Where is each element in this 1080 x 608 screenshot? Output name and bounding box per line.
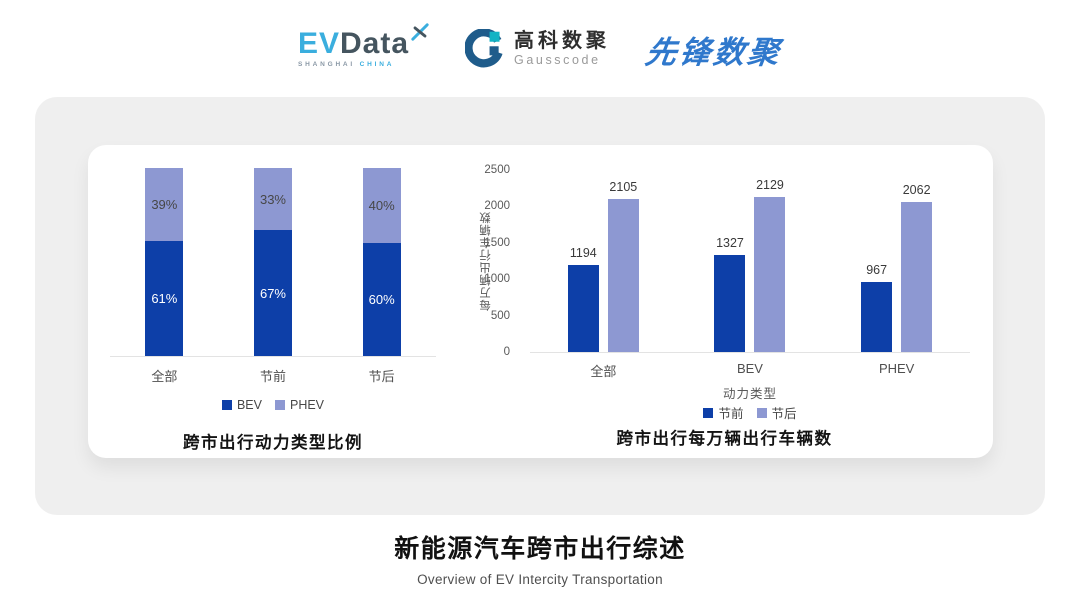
grouped-chart-title: 跨市出行每万辆出行车辆数 xyxy=(616,430,833,448)
bar-value-label: 967 xyxy=(866,262,888,277)
bar: 2129 xyxy=(754,170,786,352)
evdata-x-icon xyxy=(411,23,429,41)
legend-label: PHEV xyxy=(289,398,325,412)
bar: 1194 xyxy=(567,170,599,352)
grouped-legend: 节前 节后 xyxy=(530,403,970,422)
stacked-legend: BEV PHEV xyxy=(110,398,436,412)
pioneer-logo: 先锋数聚 xyxy=(643,34,785,70)
bar: 1327 xyxy=(714,170,746,352)
stacked-bar-chart: 39% 61% 33% 67% 40% 60% 全部 节前 节后 BEV PHEV 跨市出行动力… xyxy=(88,145,456,458)
evdata-ev-text: EV xyxy=(297,27,340,61)
bar-group: 1327 2129 xyxy=(714,170,786,352)
bar: 2062 xyxy=(901,170,933,352)
bar-group: 1194 2105 xyxy=(567,170,639,352)
category-label: 节前 xyxy=(259,369,286,384)
bar-group: 967 2062 xyxy=(861,170,933,352)
evdata-subtitle: SHANGHAI CHINA xyxy=(298,62,429,69)
gausscode-cn-text: 高科数聚 xyxy=(514,29,611,52)
stacked-bar: 33% 67% xyxy=(253,168,292,356)
stacked-plot-area: 39% 61% 33% 67% 40% 60% xyxy=(110,168,436,357)
bev-segment: 61% xyxy=(145,241,184,356)
stacked-chart-title: 跨市出行动力类型比例 xyxy=(183,434,363,452)
phev-segment: 40% xyxy=(362,168,401,244)
legend-item: 节后 xyxy=(756,403,797,422)
evdata-china-text: CHINA xyxy=(359,61,395,69)
evdata-logo: EV Data SHANGHAI CHINA xyxy=(297,23,429,69)
legend-item: PHEV xyxy=(274,398,325,412)
bar-rect xyxy=(567,265,599,352)
ytick-label: 2000 xyxy=(484,200,510,213)
grouped-category-axis: 全部 BEV PHEV xyxy=(530,361,970,380)
bar-value-label: 1327 xyxy=(716,236,744,251)
stacked-category-axis: 全部 节前 节后 xyxy=(110,366,436,385)
bar-rect xyxy=(861,281,893,352)
bar-value-label: 2105 xyxy=(609,179,638,194)
phev-segment: 39% xyxy=(145,168,184,242)
bar-rect xyxy=(607,198,639,352)
ytick-label: 2500 xyxy=(484,164,510,176)
bar-rect xyxy=(714,255,746,352)
x-axis-label: 动力类型 xyxy=(722,387,777,401)
bar-rect xyxy=(754,197,786,352)
legend-label: 节前 xyxy=(718,407,744,421)
y-axis-ticks: 0 500 1000 1500 2000 2500 xyxy=(456,164,520,358)
main-subtitle: Overview of EV Intercity Transportation xyxy=(417,572,663,587)
legend-swatch xyxy=(756,407,767,418)
bar: 967 xyxy=(861,170,893,352)
legend-label: BEV xyxy=(236,398,262,412)
logo-bar: EV Data SHANGHAI CHINA 高科数聚 Gausscode xyxy=(0,18,1080,80)
evdata-data-text: Data xyxy=(340,27,410,61)
category-label: 全部 xyxy=(151,369,178,384)
evdata-wordmark: EV Data xyxy=(297,23,429,61)
gausscode-en-text: Gausscode xyxy=(514,52,601,67)
ytick-label: 500 xyxy=(490,309,510,322)
bar-rect xyxy=(901,201,933,352)
category-label: PHEV xyxy=(878,361,915,376)
category-label: BEV xyxy=(736,361,763,376)
category-label: 全部 xyxy=(590,364,617,379)
legend-swatch xyxy=(703,407,714,418)
stacked-bar: 39% 61% xyxy=(145,168,184,356)
bar: 2105 xyxy=(607,170,639,352)
ytick-label: 1500 xyxy=(484,236,510,249)
gausscode-g-icon xyxy=(465,29,503,68)
phev-segment: 33% xyxy=(253,168,292,231)
bev-segment: 67% xyxy=(253,230,292,356)
charts-panel: 39% 61% 33% 67% 40% 60% 全部 节前 节后 BEV PHEV 跨市出行动力… xyxy=(35,97,1045,515)
bar-value-label: 2062 xyxy=(902,182,931,197)
ytick-label: 1000 xyxy=(484,273,510,286)
gausscode-wordmark: 高科数聚 Gausscode xyxy=(514,29,611,67)
bar-value-label: 1194 xyxy=(569,246,597,261)
stacked-bar: 40% 60% xyxy=(362,168,401,356)
legend-swatch xyxy=(274,400,285,410)
legend-label: 节后 xyxy=(771,407,797,421)
footer: 新能源汽车跨市出行综述 Overview of EV Intercity Tra… xyxy=(0,529,1080,587)
ytick-label: 0 xyxy=(503,346,510,358)
legend-item: 节前 xyxy=(703,403,744,422)
legend-swatch xyxy=(221,400,232,410)
category-label: 节后 xyxy=(368,369,395,384)
gausscode-logo: 高科数聚 Gausscode xyxy=(465,29,610,69)
grouped-bar-chart: 每万辆出行车辆数 0 500 1000 1500 2000 2500 1194 2105 13… xyxy=(456,145,993,458)
bar-value-label: 2129 xyxy=(756,178,784,193)
bev-segment: 60% xyxy=(362,243,401,356)
main-title: 新能源汽车跨市出行综述 xyxy=(394,535,686,563)
grouped-plot-area: 1194 2105 1327 2129 967 2062 xyxy=(530,170,970,353)
charts-card: 39% 61% 33% 67% 40% 60% 全部 节前 节后 BEV PHEV 跨市出行动力… xyxy=(88,145,993,458)
evdata-shanghai-text: SHANGHAI xyxy=(297,61,356,69)
legend-item: BEV xyxy=(221,398,262,412)
